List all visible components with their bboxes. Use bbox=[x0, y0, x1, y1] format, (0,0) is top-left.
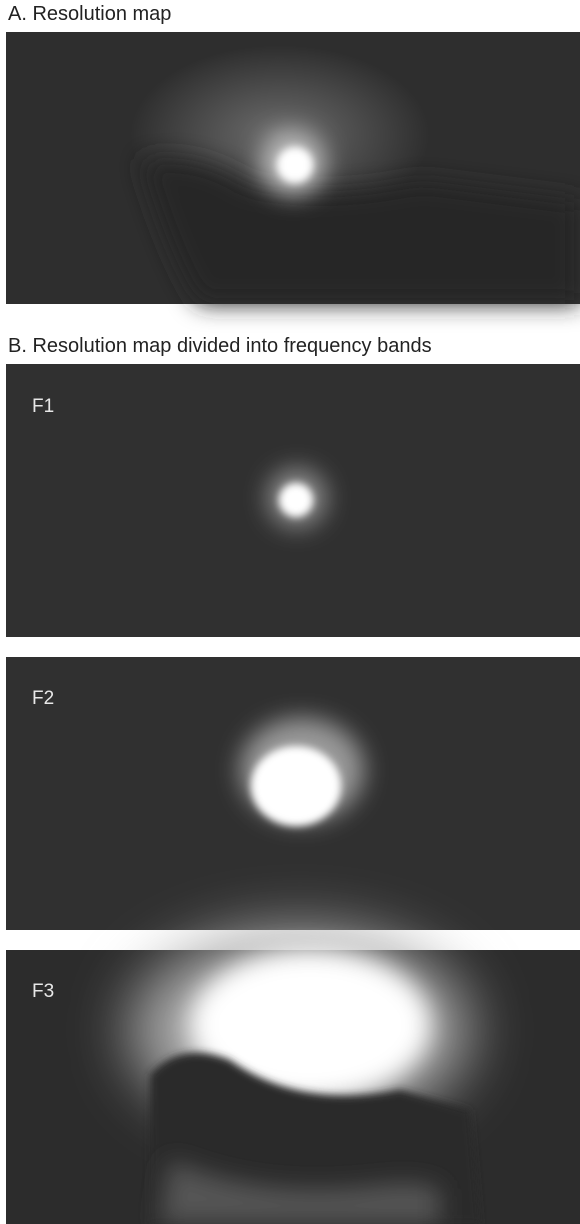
panel-title: B. Resolution map divided into frequency… bbox=[8, 335, 432, 357]
band-f2-image: F2 bbox=[6, 657, 580, 930]
figure: A. Resolution map B. Resolution map divi… bbox=[0, 0, 580, 1224]
band-label: F1 bbox=[32, 396, 54, 417]
band-f1-image: F1 bbox=[6, 364, 580, 637]
page: A. Resolution map B. Resolution map divi… bbox=[0, 0, 580, 1224]
band-label: F3 bbox=[32, 981, 54, 1002]
band-label: F2 bbox=[32, 688, 54, 709]
band-f3-image: F3 bbox=[6, 930, 580, 1224]
panel-title: A. Resolution map bbox=[8, 3, 171, 25]
resolution-map-image bbox=[6, 32, 580, 304]
